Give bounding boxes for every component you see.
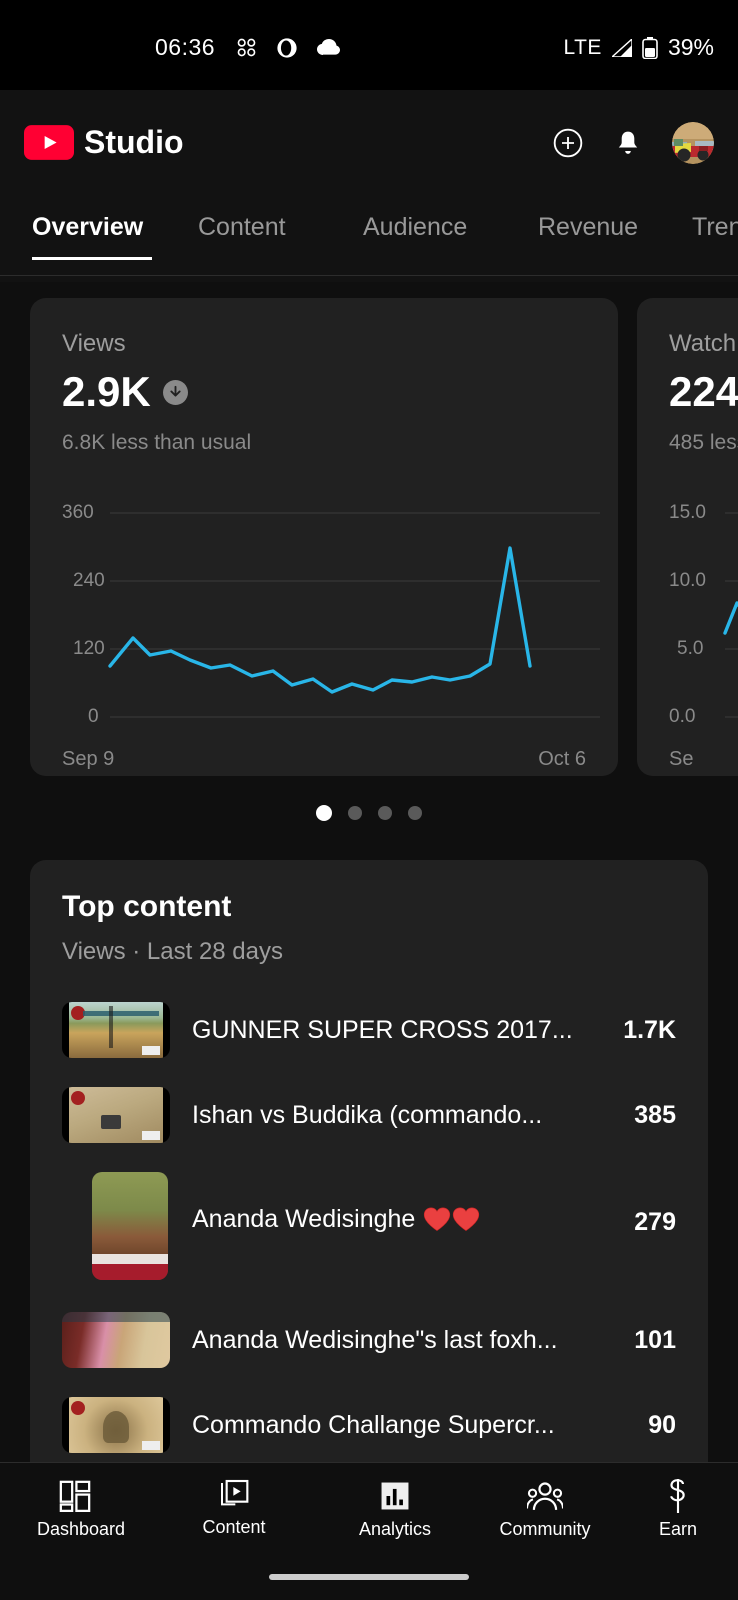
svg-text:5.0: 5.0 bbox=[677, 638, 703, 659]
svg-text:10.0: 10.0 bbox=[669, 570, 706, 591]
svg-text:0: 0 bbox=[88, 706, 99, 727]
svg-text:0.0: 0.0 bbox=[669, 706, 695, 727]
svg-text:120: 120 bbox=[73, 638, 105, 659]
svg-text:240: 240 bbox=[73, 570, 105, 591]
svg-text:360: 360 bbox=[62, 502, 94, 523]
svg-text:15.0: 15.0 bbox=[669, 502, 706, 523]
